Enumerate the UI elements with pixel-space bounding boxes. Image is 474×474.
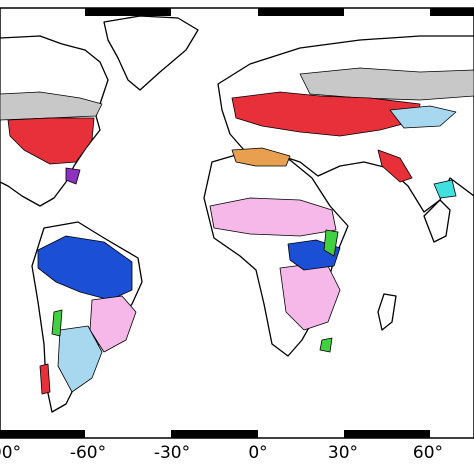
x-tick-label: 30°: [328, 443, 358, 463]
x-tick-label: -30°: [154, 443, 190, 463]
x-tick-label: -60°: [70, 443, 106, 463]
x-tick-label: -90°: [0, 443, 21, 463]
x-tick-label: 0°: [248, 443, 267, 463]
x-tick-label: 60°: [413, 443, 443, 463]
climate-zones: [0, 67, 474, 395]
x-tick-labels: -90° -60° -30° 0° 30° 60°: [0, 443, 443, 463]
